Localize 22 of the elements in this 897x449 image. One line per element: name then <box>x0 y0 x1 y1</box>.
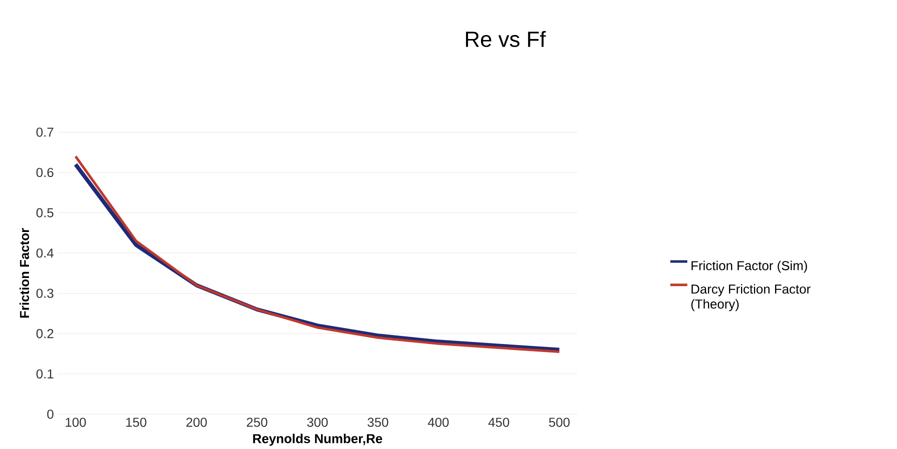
y-tick-label: 0.4 <box>36 248 54 258</box>
x-tick-label: 500 <box>549 418 570 427</box>
x-tick-label: 100 <box>66 418 86 427</box>
x-tick-label: 250 <box>246 418 268 427</box>
x-tick-label: 200 <box>186 418 207 427</box>
legend-label: Darcy Friction Factor (Theory) <box>691 284 810 312</box>
x-tick-label: 350 <box>368 418 388 427</box>
legend-label: Friction Factor (Sim) <box>692 260 808 273</box>
x-tick-label: 300 <box>307 418 328 427</box>
x-tick-label: 450 <box>488 418 510 427</box>
x-tick-label: 400 <box>428 418 449 427</box>
x-tick-label: 150 <box>126 418 146 427</box>
y-axis-title: Friction Factor <box>20 228 30 318</box>
y-tick-label: 0.7 <box>36 128 54 137</box>
chart-title: Re vs Ff <box>466 30 546 47</box>
y-tick-label: 0.5 <box>36 208 54 218</box>
y-tick-label: 0.6 <box>36 168 54 178</box>
y-tick-label: 0.1 <box>36 369 54 378</box>
x-axis-title: Reynolds Number,Re <box>253 434 382 446</box>
y-tick-label: 0.3 <box>36 288 54 298</box>
y-tick-label: 0.2 <box>36 328 54 338</box>
y-tick-label: 0 <box>47 410 54 419</box>
